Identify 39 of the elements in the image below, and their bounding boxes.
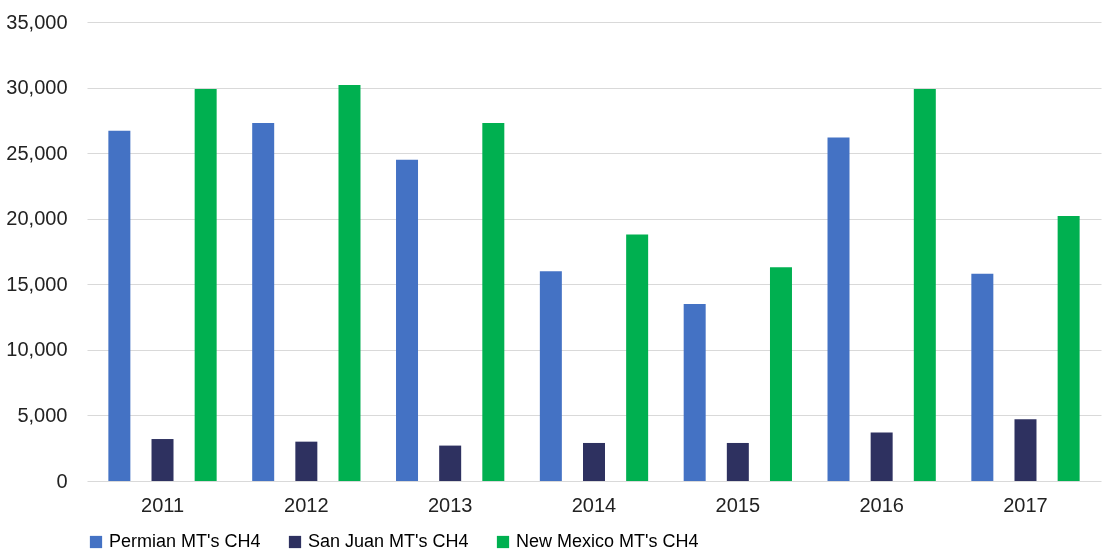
x-tick-label: 2014 bbox=[571, 493, 617, 516]
x-tick-label: 2017 bbox=[1003, 493, 1048, 516]
bar bbox=[683, 303, 706, 481]
y-tick-label: 35,000 bbox=[6, 10, 68, 33]
x-tick-label: 2011 bbox=[141, 493, 185, 516]
legend-label: San Juan MT's CH4 bbox=[308, 531, 469, 551]
x-tick-label: 2013 bbox=[427, 493, 473, 516]
bar bbox=[583, 442, 605, 481]
bar bbox=[252, 122, 275, 481]
bar bbox=[827, 137, 850, 481]
y-tick-label: 30,000 bbox=[6, 76, 68, 99]
bar bbox=[726, 442, 749, 481]
bar bbox=[913, 88, 936, 481]
legend-label: Permian MT's CH4 bbox=[109, 531, 261, 551]
bar bbox=[1057, 216, 1080, 481]
y-tick-label: 5,000 bbox=[17, 403, 68, 426]
bar bbox=[194, 88, 217, 481]
y-tick-label: 0 bbox=[56, 469, 68, 492]
y-tick-label: 25,000 bbox=[6, 141, 68, 164]
bar bbox=[539, 271, 562, 481]
bar bbox=[482, 122, 505, 481]
bar bbox=[396, 159, 419, 481]
bar bbox=[338, 84, 361, 481]
bar bbox=[108, 130, 131, 481]
bar bbox=[295, 441, 318, 481]
x-tick-label: 2012 bbox=[284, 493, 329, 516]
bar bbox=[870, 432, 893, 481]
bar bbox=[439, 445, 462, 481]
x-tick-label: 2015 bbox=[715, 493, 761, 516]
bar bbox=[971, 273, 994, 481]
y-tick-label: 15,000 bbox=[6, 272, 68, 295]
x-tick-label: 2016 bbox=[859, 493, 904, 516]
y-tick-label: 20,000 bbox=[6, 207, 68, 230]
y-tick-label: 10,000 bbox=[6, 338, 68, 361]
bar bbox=[626, 234, 649, 481]
bar bbox=[1014, 419, 1037, 481]
bar bbox=[769, 267, 792, 481]
bar bbox=[151, 439, 174, 481]
legend-label: New Mexico MT's CH4 bbox=[516, 531, 699, 551]
